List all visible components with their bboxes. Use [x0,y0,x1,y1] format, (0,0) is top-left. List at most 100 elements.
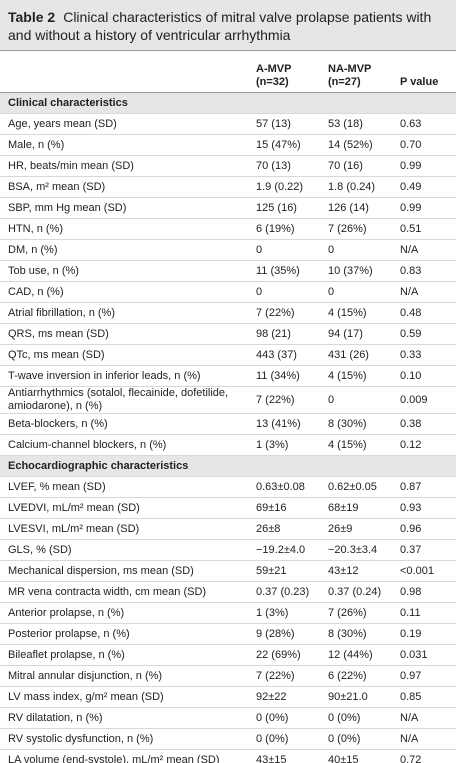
data-row: Antiarrhythmics (sotalol, flecainide, do… [0,386,456,414]
header-cell [0,51,248,93]
value-cell: 126 (14) [320,197,392,219]
value-cell: 26±9 [320,518,392,540]
table: A-MVP (n=32) NA-MVP (n=27) P value Clinical … [0,51,456,763]
label-cell: LVEDVI, mL/m² mean (SD) [0,497,248,519]
label-cell: LV mass index, g/m² mean (SD) [0,686,248,708]
value-cell: 0.72 [392,749,456,763]
data-row: Beta-blockers, n (%) 13 (41%) 8 (30%) 0.38 [0,413,456,435]
label-cell: GLS, % (SD) [0,539,248,561]
value-cell: 14 (52%) [320,134,392,156]
value-cell: 40±15 [320,749,392,763]
value-cell: 4 (15%) [320,365,392,387]
header-cell: A-MVP (n=32) [248,51,320,93]
value-cell: 0.37 (0.24) [320,581,392,603]
value-cell: 0 [320,239,392,261]
label-cell: Atrial fibrillation, n (%) [0,302,248,324]
value-cell: 98 (21) [248,323,320,345]
value-cell: 0 (0%) [320,728,392,750]
value-cell: 0.38 [392,413,456,435]
label-cell: LA volume (end-systole), mL/m² mean (SD) [0,749,248,763]
header-text: P value [400,76,439,88]
data-row: Calcium-channel blockers, n (%) 1 (3%) 4 (… [0,434,456,456]
value-cell: 13 (41%) [248,413,320,435]
value-cell: 0.37 (0.23) [248,581,320,603]
value-cell: 0.96 [392,518,456,540]
data-row: QTc, ms mean (SD) 443 (37) 431 (26) 0.33 [0,344,456,366]
value-cell: 8 (30%) [320,623,392,645]
label-cell: HR, beats/min mean (SD) [0,155,248,177]
label-cell: Bileaflet prolapse, n (%) [0,644,248,666]
value-cell: 53 (18) [320,113,392,135]
value-cell: 0.48 [392,302,456,324]
value-cell: 125 (16) [248,197,320,219]
value-cell: 0.93 [392,497,456,519]
data-row: QRS, ms mean (SD) 98 (21) 94 (17) 0.59 [0,323,456,345]
data-row: MR vena contracta width, cm mean (SD) 0.3… [0,581,456,603]
value-cell: 0 (0%) [248,728,320,750]
label-cell: Antiarrhythmics (sotalol, flecainide, do… [0,386,248,414]
value-cell: 1.9 (0.22) [248,176,320,198]
value-cell: N/A [392,281,456,303]
value-cell: 0.97 [392,665,456,687]
value-cell: 43±12 [320,560,392,582]
header-text: (n=32) [256,76,289,88]
value-cell: 0 [248,281,320,303]
value-cell: 7 (22%) [248,386,320,414]
label-cell: MR vena contracta width, cm mean (SD) [0,581,248,603]
value-cell: 10 (37%) [320,260,392,282]
data-row: RV systolic dysfunction, n (%) 0 (0%) 0 (0… [0,728,456,750]
value-cell: 0.87 [392,476,456,498]
value-cell: 0.33 [392,344,456,366]
value-cell: 0 [248,239,320,261]
value-cell: 1 (3%) [248,434,320,456]
value-cell: 0.19 [392,623,456,645]
data-row: DM, n (%) 0 0 N/A [0,239,456,261]
data-row: LVEF, % mean (SD) 0.63±0.08 0.62±0.05 0.87 [0,476,456,498]
label-cell: RV systolic dysfunction, n (%) [0,728,248,750]
data-row: Atrial fibrillation, n (%) 7 (22%) 4 (15%)… [0,302,456,324]
value-cell: 57 (13) [248,113,320,135]
value-cell: N/A [392,728,456,750]
value-cell: 0.83 [392,260,456,282]
data-row: BSA, m² mean (SD) 1.9 (0.22) 1.8 (0.24) 0.4… [0,176,456,198]
label-cell: BSA, m² mean (SD) [0,176,248,198]
data-row: CAD, n (%) 0 0 N/A [0,281,456,303]
value-cell: 26±8 [248,518,320,540]
value-cell: 0.63±0.08 [248,476,320,498]
value-cell: 0.85 [392,686,456,708]
value-cell: 7 (26%) [320,602,392,624]
label-cell: CAD, n (%) [0,281,248,303]
value-cell: 0 (0%) [320,707,392,729]
label-cell: QRS, ms mean (SD) [0,323,248,345]
value-cell: 6 (22%) [320,665,392,687]
data-row: Mitral annular disjunction, n (%) 7 (22%)… [0,665,456,687]
label-cell: SBP, mm Hg mean (SD) [0,197,248,219]
header-text: A-MVP [256,63,292,75]
value-cell: 70 (16) [320,155,392,177]
value-cell: 6 (19%) [248,218,320,240]
header-text: (n=27) [328,76,361,88]
data-row: T-wave inversion in inferior leads, n (%… [0,365,456,387]
value-cell: 94 (17) [320,323,392,345]
title-text: Clinical characteristics of mitral valve… [8,9,432,43]
value-cell: 0.49 [392,176,456,198]
label-cell: LVESVI, mL/m² mean (SD) [0,518,248,540]
header-cell: NA-MVP (n=27) [320,51,392,93]
table-title: Table 2 Clinical characteristics of mitra… [0,0,456,51]
value-cell: 12 (44%) [320,644,392,666]
value-cell: 68±19 [320,497,392,519]
value-cell: −20.3±3.4 [320,539,392,561]
value-cell: N/A [392,239,456,261]
data-row: Mechanical dispersion, ms mean (SD) 59±21… [0,560,456,582]
value-cell: N/A [392,707,456,729]
value-cell: 0.031 [392,644,456,666]
value-cell: 70 (13) [248,155,320,177]
value-cell: 0.12 [392,434,456,456]
table-label: Table 2 [8,9,56,25]
label-cell: Tob use, n (%) [0,260,248,282]
header-text: NA-MVP [328,63,372,75]
value-cell: 0.99 [392,197,456,219]
data-row: HTN, n (%) 6 (19%) 7 (26%) 0.51 [0,218,456,240]
data-row: SBP, mm Hg mean (SD) 125 (16) 126 (14) 0.99 [0,197,456,219]
